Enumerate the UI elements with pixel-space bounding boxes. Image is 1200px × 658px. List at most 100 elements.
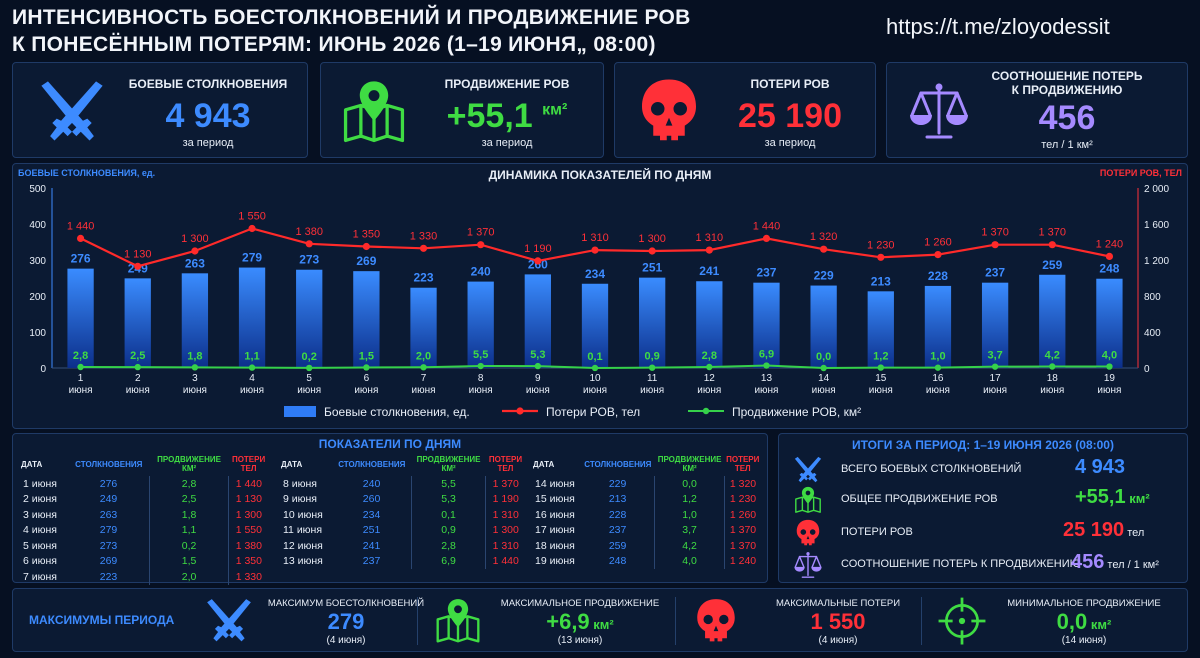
- kpi-label: ПРОДВИЖЕНИЕ РОВ: [444, 77, 570, 91]
- table-cell: 1 380: [227, 538, 269, 554]
- table-cell: 0,2: [149, 538, 229, 554]
- bar-value-label: 251: [642, 261, 662, 275]
- x-tick-label: 10: [589, 373, 601, 384]
- advance-value-label: 3,7: [987, 350, 1002, 362]
- daily-table-group: ДАТА СТОЛКНОВЕНИЯ ПРОДВИЖЕНИЕ КМ² ПОТЕРИ ТЕ…: [281, 452, 525, 569]
- table-cell: 237: [608, 524, 627, 537]
- point-losses: [534, 257, 542, 265]
- x-tick-label: 16: [932, 373, 944, 384]
- loss-value-label: 1 130: [124, 248, 152, 260]
- legend-label-advance: Продвижение РОВ, км²: [732, 405, 861, 419]
- table-cell: 1 550: [227, 522, 269, 538]
- table-cell: 1 июня: [23, 477, 57, 490]
- point-advance: [648, 364, 656, 371]
- x-tick-label: 14: [818, 373, 830, 384]
- bar-value-label: 234: [585, 267, 605, 281]
- table-cell: 1 370: [485, 476, 525, 492]
- maximum-label: МАКСИМУМ БОЕСТОЛКНОВЕНИЙ: [267, 598, 425, 609]
- kpi-card-losses: ПОТЕРИ РОВ 25 190 за период: [614, 62, 876, 158]
- advance-value-label: 5,3: [530, 349, 545, 361]
- table-cell: 2,0: [149, 569, 229, 585]
- bar-value-label: 269: [356, 254, 376, 268]
- advance-value-label: 1,2: [873, 351, 888, 363]
- loss-value-label: 1 230: [867, 239, 895, 251]
- bar-clashes: [981, 282, 1009, 368]
- maximum-label: МИНИМАЛЬНОЕ ПРОДВИЖЕНИЕ: [1007, 598, 1161, 609]
- table-cell: 17 июня: [535, 524, 575, 537]
- table-cell: 1 440: [227, 476, 269, 492]
- bar-value-label: 228: [928, 269, 948, 283]
- bar-clashes: [296, 269, 323, 368]
- crossed-rifles-icon: [199, 596, 259, 646]
- advance-value-label: 1,1: [244, 351, 259, 363]
- bar-clashes: [124, 278, 151, 368]
- table-row: 13 июня 237 6,9 1 440: [281, 553, 525, 569]
- table-header-cell: ДАТА: [281, 459, 303, 469]
- x-tick-label: 18: [1047, 373, 1059, 384]
- bar-clashes: [696, 281, 723, 368]
- kpi-label: БОЕВЫЕ СТОЛКНОВЕНИЯ: [128, 77, 288, 91]
- point-losses: [591, 246, 599, 254]
- point-advance: [763, 362, 770, 369]
- summary-label: СООТНОШЕНИЕ ПОТЕРЬ К ПРОДВИЖЕНИЮ: [841, 558, 1081, 570]
- maximum-value: 0,0 км²: [1056, 609, 1112, 634]
- bar-clashes: [524, 274, 551, 368]
- table-cell: 2,8: [149, 476, 229, 492]
- map-pin-icon: [433, 596, 483, 646]
- bar-value-label: 237: [756, 266, 776, 280]
- table-cell: 241: [362, 539, 381, 552]
- bar-value-label: 237: [985, 266, 1005, 280]
- bar-clashes: [924, 285, 952, 368]
- page-title-line2: К ПОНЕСЁННЫМ ПОТЕРЯМ: ИЮНЬ 2026 (1–19 ИЮ…: [12, 33, 656, 56]
- table-row: 19 июня 248 4,0 1 240: [533, 553, 761, 569]
- bar-clashes: [238, 267, 266, 368]
- summary-row: ВСЕГО БОЕВЫХ СТОЛКНОВЕНИЙ 4 943: [779, 456, 1187, 484]
- advance-value-label: 0,0: [816, 351, 831, 363]
- loss-value-label: 1 370: [981, 227, 1009, 239]
- x-tick-sub: июня: [1097, 385, 1121, 396]
- point-advance: [477, 362, 484, 370]
- table-cell: 2,8: [410, 538, 486, 554]
- right-tick-label: 0: [1144, 364, 1150, 375]
- x-tick-sub: июня: [526, 385, 550, 396]
- x-tick-label: 9: [535, 373, 541, 384]
- table-cell: 1 300: [227, 507, 269, 523]
- table-cell: 1 310: [485, 538, 525, 554]
- kpi-value: 4 943: [165, 97, 251, 135]
- bar-value-label: 248: [1099, 262, 1119, 276]
- maximum-label: МАКСИМАЛЬНЫЕ ПОТЕРИ: [775, 598, 901, 609]
- table-cell: 1 350: [227, 553, 269, 569]
- maximum-date: (4 июня): [818, 635, 858, 646]
- daily-table-group: ДАТА СТОЛКНОВЕНИЯ ПРОДВИЖЕНИЕ КМ² ПОТЕРИ ТЕ…: [533, 452, 761, 569]
- table-cell: 0,1: [410, 507, 486, 523]
- right-tick-label: 1 600: [1144, 220, 1169, 231]
- table-cell: 0,0: [654, 476, 725, 492]
- table-cell: 0,9: [410, 522, 486, 538]
- table-cell: 13 июня: [283, 555, 323, 568]
- table-cell: 213: [608, 493, 627, 506]
- advance-value-label: 0,9: [645, 351, 660, 363]
- table-cell: 5,3: [410, 491, 486, 507]
- right-tick-label: 400: [1144, 328, 1161, 339]
- summary-row: СООТНОШЕНИЕ ПОТЕРЬ К ПРОДВИЖЕНИЮ 456 тел …: [779, 551, 1187, 579]
- bar-value-label: 279: [242, 251, 262, 265]
- table-cell: 18 июня: [535, 539, 575, 552]
- kpi-value: 25 190: [738, 97, 842, 135]
- kpi-value: +55,1 км²: [446, 97, 568, 135]
- table-cell: 276: [99, 477, 118, 490]
- table-cell: 1 190: [485, 491, 525, 507]
- loss-value-label: 1 190: [524, 243, 552, 255]
- x-tick-label: 8: [478, 373, 484, 384]
- channel-url[interactable]: https://t.me/zloyodessit: [886, 14, 1110, 39]
- bar-value-label: 241: [699, 264, 719, 278]
- x-tick-label: 2: [135, 373, 141, 384]
- legend-label-losses: Потери РОВ, тел: [546, 405, 640, 419]
- loss-value-label: 1 330: [410, 230, 438, 242]
- x-tick-label: 12: [704, 373, 716, 384]
- bar-value-label: 263: [185, 256, 205, 270]
- x-tick-label: 4: [249, 373, 255, 384]
- point-advance: [191, 364, 199, 371]
- table-cell: 234: [362, 508, 381, 521]
- point-advance: [363, 364, 370, 371]
- loss-value-label: 1 320: [810, 231, 838, 243]
